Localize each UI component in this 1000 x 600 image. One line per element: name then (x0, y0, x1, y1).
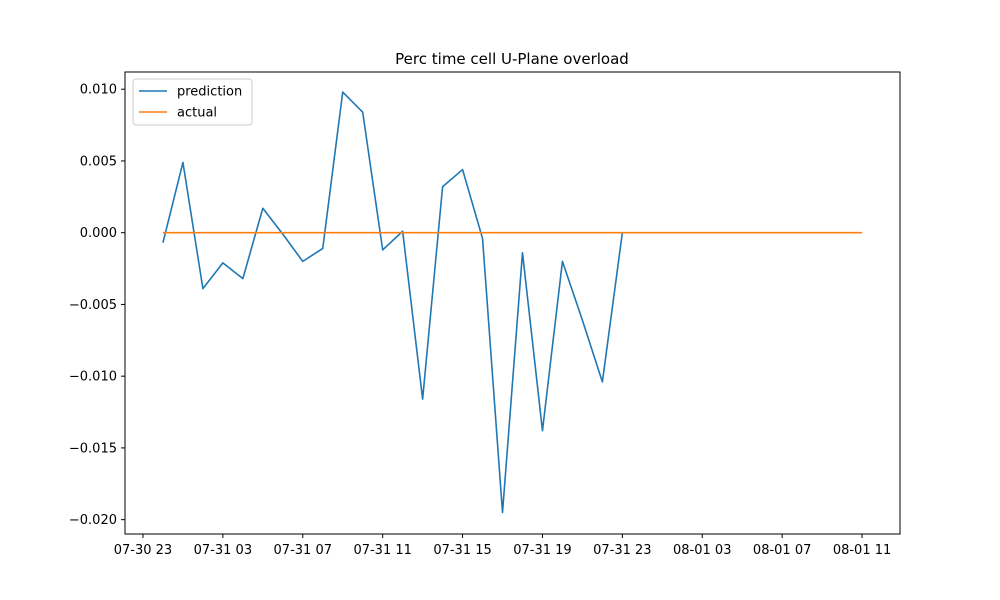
x-tick-label: 08-01 03 (673, 543, 731, 558)
y-tick-label: −0.005 (69, 298, 117, 313)
y-tick-label: 0.000 (80, 226, 117, 241)
series-line-prediction (162, 91, 624, 514)
x-tick-label: 08-01 11 (833, 543, 891, 558)
plot-area (162, 91, 863, 514)
legend-label-actual: actual (177, 106, 217, 121)
y-tick-label: −0.020 (69, 513, 117, 528)
axes: 0.010 0.005 0.000 −0.005 −0.010 −0.015 −0.020 0… (69, 71, 901, 558)
x-tick-label: 07-30 23 (114, 543, 172, 558)
legend: prediction actual (132, 78, 253, 126)
y-tick-label: −0.015 (69, 441, 117, 456)
x-tick-label: 07-31 07 (274, 543, 332, 558)
x-tick-label: 07-31 03 (194, 543, 252, 558)
x-tick-label: 07-31 15 (433, 543, 491, 558)
x-tick-label: 08-01 07 (753, 543, 811, 558)
x-tick-label: 07-31 11 (353, 543, 411, 558)
y-tick-label: 0.005 (80, 154, 117, 169)
chart-title: Perc time cell U-Plane overload (395, 50, 629, 68)
x-tick-label: 07-31 23 (593, 543, 651, 558)
y-tick-label: −0.010 (69, 370, 117, 385)
x-tick-label: 07-31 19 (513, 543, 571, 558)
legend-label-prediction: prediction (177, 85, 242, 100)
plot-frame (124, 71, 901, 535)
y-tick-label: 0.010 (80, 83, 117, 98)
